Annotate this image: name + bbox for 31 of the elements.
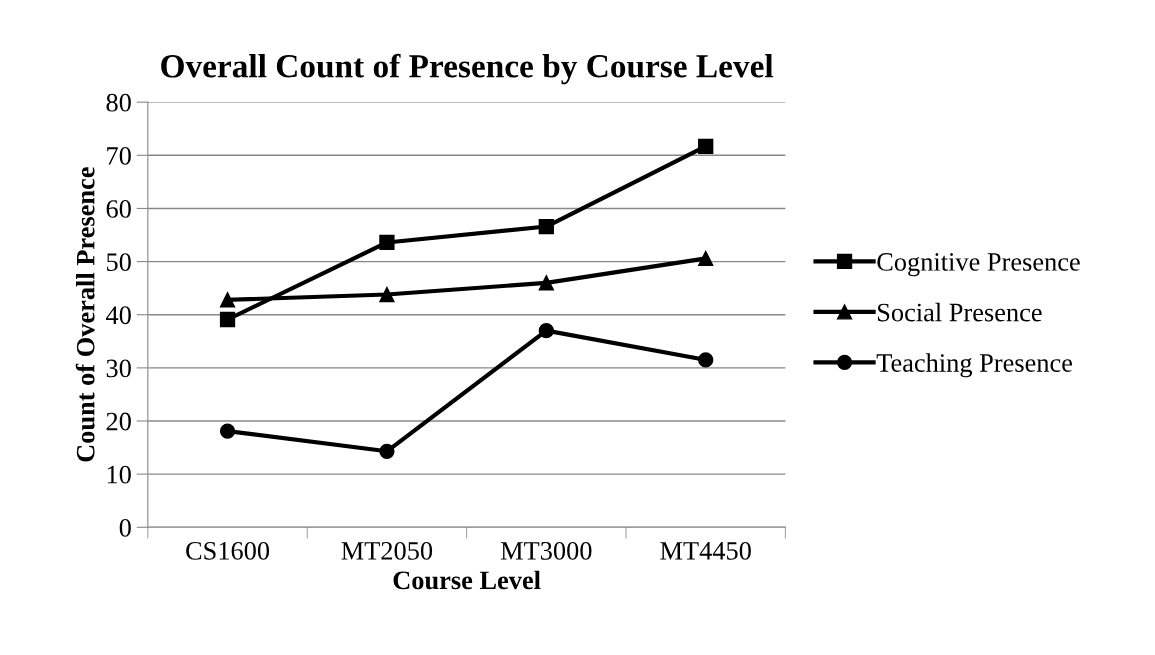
y-axis-title: Count of Overall Presence <box>75 167 95 462</box>
y-tick-label: 70 <box>107 146 131 165</box>
y-tick-label: 50 <box>107 253 131 272</box>
point <box>698 138 714 154</box>
point <box>379 286 395 303</box>
x-tick-label: CS1600 <box>186 541 270 560</box>
legend-label: Social Presence <box>877 302 1042 322</box>
y-tick-label: 80 <box>106 93 131 112</box>
y-tick-label: 60 <box>106 200 131 218</box>
y-tick-label: 30 <box>106 359 131 378</box>
point <box>698 352 714 368</box>
x-axis-title: Course Level <box>393 570 541 590</box>
y-tick-label: 40 <box>105 306 131 325</box>
point <box>379 443 395 459</box>
x-tick-label: MT2050 <box>341 541 433 560</box>
point <box>538 323 554 339</box>
y-tick-label: 0 <box>119 518 131 537</box>
point <box>379 234 395 251</box>
point <box>219 292 236 308</box>
point <box>698 250 714 267</box>
chart-title: Overall Count of Presence by Course Level <box>161 53 774 85</box>
x-tick-label: MT3000 <box>500 541 592 560</box>
point <box>538 275 554 291</box>
legend-label: Teaching Presence <box>876 353 1073 378</box>
point <box>219 423 236 439</box>
legend-label: Cognitive Presence <box>877 253 1080 277</box>
point <box>219 311 236 328</box>
y-tick-label: 20 <box>106 412 131 431</box>
y-tick-label: 10 <box>107 465 131 484</box>
x-tick-label: MT4450 <box>660 541 751 560</box>
point <box>538 218 554 235</box>
